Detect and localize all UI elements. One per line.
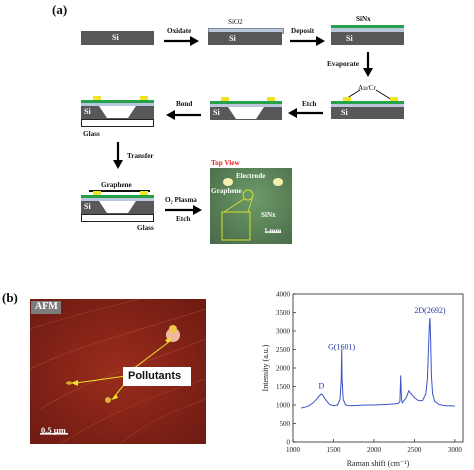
top-view-photo xyxy=(210,168,292,244)
aucr-label: Au/Cr xyxy=(358,84,376,92)
si-wafer-1 xyxy=(81,31,154,45)
electrode-label: Electrode xyxy=(236,172,266,180)
panel-b-label: (b) xyxy=(2,290,18,305)
si-label-2: Si xyxy=(229,34,236,43)
y-tick-label: 2000 xyxy=(276,365,291,373)
y-tick-label: 2500 xyxy=(276,346,291,354)
x-axis-label: Raman shift (cm⁻¹) xyxy=(347,459,410,468)
electrode-left-3 xyxy=(93,96,101,100)
si-label-5: Si xyxy=(213,108,220,117)
arrow-etch xyxy=(288,108,323,118)
sio2-layer-2 xyxy=(331,28,404,32)
plot-frame xyxy=(292,293,464,443)
pollutants-box xyxy=(123,367,191,386)
bond-label: Bond xyxy=(176,100,193,108)
etched-si-wafer-1 xyxy=(210,107,282,120)
glass-substrate-1 xyxy=(81,119,154,127)
y-tick-label: 1000 xyxy=(276,402,291,410)
panel-a-label: (a) xyxy=(52,2,68,17)
raman-plot-area: 1000 1500 2000 2500 3000 0 500 1000 1500 2000 2500… xyxy=(261,291,464,468)
arrow-oxidate xyxy=(164,36,199,46)
afm-scale-label: 0.5 μm xyxy=(41,425,66,435)
sio2-label: SiO2 xyxy=(228,18,243,26)
sinx-label-1: SiNx xyxy=(356,15,371,23)
afm-label-box xyxy=(31,301,61,314)
y-tick-label: 4000 xyxy=(276,291,291,299)
sio2-layer-4 xyxy=(210,104,282,107)
arrow-o2-plasma xyxy=(165,205,202,215)
si-label-4: Si xyxy=(341,108,348,117)
afm-label: AFM xyxy=(35,301,58,312)
o2-etch-label: Etch xyxy=(176,215,191,223)
arrow-transfer xyxy=(113,142,123,169)
si-label-7: Si xyxy=(84,202,91,211)
peak-annotation: G(1601) xyxy=(328,343,355,352)
glass-substrate-2 xyxy=(81,214,154,222)
x-tick-label: 3000 xyxy=(448,446,463,454)
top-view-title: Top View xyxy=(211,159,240,167)
electrode-left-2 xyxy=(221,97,229,101)
si-wafer-3 xyxy=(331,32,404,45)
peak-annotation: D xyxy=(318,381,324,390)
y-tick-label: 1500 xyxy=(276,383,291,391)
sio2-layer-3 xyxy=(331,104,404,107)
top-view-graphene-label: Graphene xyxy=(211,187,242,195)
electrode-right-3 xyxy=(140,96,148,100)
y-tick-label: 3000 xyxy=(276,328,291,336)
deposit-label: Deposit xyxy=(291,27,315,35)
y-axis-label: Intensity (a.u.) xyxy=(261,344,270,391)
si-label-3: Si xyxy=(346,34,353,43)
arrow-deposit xyxy=(290,36,325,46)
si-label-1: Si xyxy=(112,33,119,42)
glass-label-2: Glass xyxy=(137,224,154,232)
y-tick-label: 0 xyxy=(287,439,291,447)
y-tick-label: 500 xyxy=(280,420,291,428)
x-tick-label: 2500 xyxy=(407,446,422,454)
o2-plasma-label: O₂ Plasma xyxy=(165,196,197,204)
etched-si-wafer-3 xyxy=(81,201,154,214)
transfer-label: Transfer xyxy=(127,152,154,160)
sinx-layer-5 xyxy=(81,195,154,198)
si-wafer-4 xyxy=(331,107,404,119)
electrode-right-4 xyxy=(140,191,148,195)
sinx-layer-2 xyxy=(331,101,404,104)
oxidate-label: Oxidate xyxy=(167,27,192,35)
arrow-bond xyxy=(166,110,201,120)
peak-annotation: 2D(2692) xyxy=(414,306,445,315)
raman-spectrum-line xyxy=(301,317,455,409)
sinx-layer-3 xyxy=(210,101,282,104)
sio2-layer-5 xyxy=(81,103,154,106)
electrode-left-4 xyxy=(93,191,101,195)
sio2-layer-6 xyxy=(81,198,154,201)
top-view-sinx-label: SiNx xyxy=(261,211,276,219)
top-view-scale-label: 1 mm xyxy=(264,227,282,235)
graphene-label-1: Graphene xyxy=(101,181,132,189)
glass-label-1: Glass xyxy=(83,130,100,138)
x-tick-label: 2000 xyxy=(367,446,382,454)
x-tick-label: 1500 xyxy=(326,446,341,454)
top-view-overlay xyxy=(221,178,283,241)
y-tick-label: 3500 xyxy=(276,309,291,317)
x-tick-label: 1000 xyxy=(286,446,301,454)
electrode-right-1 xyxy=(390,97,398,101)
si-label-6: Si xyxy=(84,107,91,116)
si-wafer-2 xyxy=(208,32,282,45)
arrow-evaporate xyxy=(363,52,373,77)
graphene-layer xyxy=(89,190,150,192)
electrode-left-1 xyxy=(343,97,351,101)
sinx-layer-1 xyxy=(331,25,404,28)
electrode-right-2 xyxy=(267,97,275,101)
pollutants-label: Pollutants xyxy=(128,370,182,382)
raman-chart: 1000 1500 2000 2500 3000 0 500 1000 1500 2000 2500… xyxy=(261,291,464,468)
evaporate-label: Evaporate xyxy=(327,60,359,68)
etch-label: Etch xyxy=(302,100,317,108)
etched-si-wafer-2 xyxy=(81,106,154,119)
sinx-layer-4 xyxy=(81,100,154,103)
